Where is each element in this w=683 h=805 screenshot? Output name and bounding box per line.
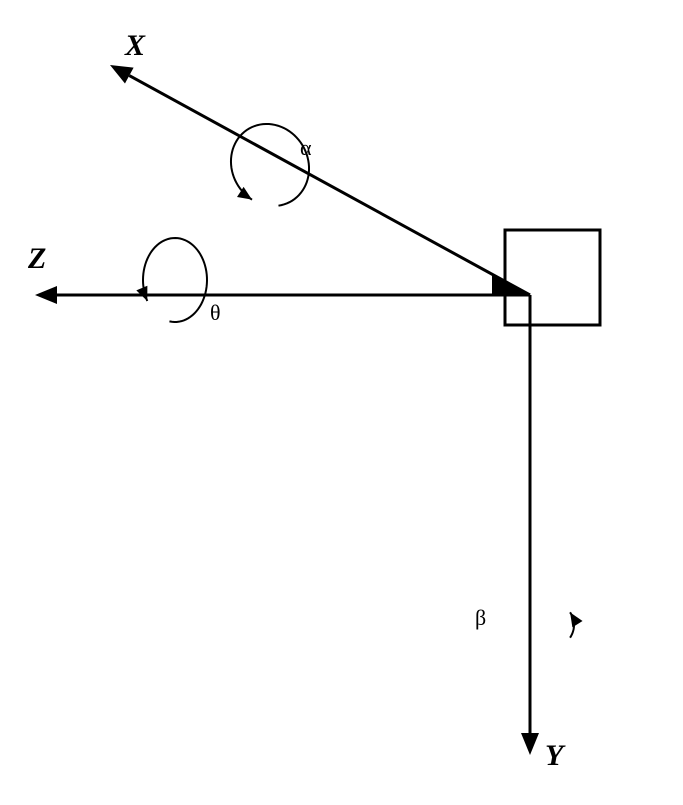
- rotation-theta-arc: [143, 238, 207, 322]
- axis-y-label: Y: [545, 739, 566, 772]
- origin-box: [505, 230, 600, 325]
- axis-x-arrowhead: [110, 65, 134, 83]
- rotation-beta-arrowhead: [570, 612, 582, 627]
- axis-x-label: X: [124, 29, 146, 62]
- rotation-beta-label: β: [475, 605, 486, 630]
- axis-x-shaft: [129, 76, 530, 295]
- axis-z-arrowhead: [35, 286, 57, 304]
- rotation-alpha-label: α: [300, 135, 312, 160]
- axis-y-arrowhead: [521, 733, 539, 755]
- rotation-theta-arrowhead: [136, 286, 147, 301]
- axis-z-label: Z: [27, 242, 46, 275]
- rotation-theta-label: θ: [210, 300, 221, 325]
